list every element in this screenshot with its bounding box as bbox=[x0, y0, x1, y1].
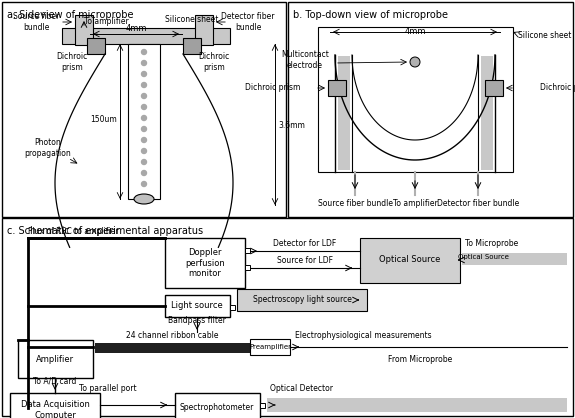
Text: Spectroscopy light source: Spectroscopy light source bbox=[252, 296, 351, 304]
Bar bbox=[2, 2, 286, 217]
Text: Source fiber bundle: Source fiber bundle bbox=[317, 199, 393, 209]
Text: Flux of RBC to amplifier: Flux of RBC to amplifier bbox=[28, 227, 118, 236]
Text: Silicone sheet: Silicone sheet bbox=[518, 31, 572, 39]
Bar bbox=[267, 398, 567, 412]
Bar bbox=[260, 403, 265, 408]
Text: To Microprobe: To Microprobe bbox=[465, 239, 518, 248]
Text: To parallel port: To parallel port bbox=[79, 384, 137, 393]
Text: 4mm: 4mm bbox=[125, 24, 147, 33]
Bar bbox=[75, 15, 93, 45]
Text: Optical Detector: Optical Detector bbox=[270, 384, 333, 393]
Text: 3.6mm: 3.6mm bbox=[278, 120, 305, 130]
Text: c. Schematic of experimental apparatus: c. Schematic of experimental apparatus bbox=[7, 226, 203, 236]
Text: Optical Source: Optical Source bbox=[458, 254, 509, 260]
Text: Optical Source: Optical Source bbox=[380, 255, 440, 265]
Text: Dichroic prism: Dichroic prism bbox=[540, 84, 575, 92]
Ellipse shape bbox=[134, 194, 154, 204]
Text: Source fiber
bundle: Source fiber bundle bbox=[13, 12, 59, 32]
Text: Amplifier: Amplifier bbox=[36, 354, 74, 364]
Circle shape bbox=[141, 148, 147, 153]
Circle shape bbox=[141, 94, 147, 99]
Bar bbox=[245, 248, 250, 253]
Text: From Microprobe: From Microprobe bbox=[388, 355, 452, 364]
Text: Multicontact
electrode: Multicontact electrode bbox=[281, 50, 329, 70]
Circle shape bbox=[141, 49, 147, 54]
Bar bbox=[165, 238, 245, 288]
Circle shape bbox=[141, 61, 147, 66]
Text: Dichroic prism: Dichroic prism bbox=[244, 84, 300, 92]
Text: Photon
propagation: Photon propagation bbox=[25, 138, 71, 158]
Bar bbox=[230, 305, 235, 310]
Circle shape bbox=[141, 82, 147, 87]
Text: Bandpass filter: Bandpass filter bbox=[168, 316, 226, 325]
Bar bbox=[237, 289, 367, 311]
Text: Spectrophotometer: Spectrophotometer bbox=[180, 403, 254, 411]
Text: To A/D card: To A/D card bbox=[33, 377, 76, 385]
Circle shape bbox=[141, 127, 147, 132]
Bar bbox=[288, 2, 573, 217]
Text: b. Top-down view of microprobe: b. Top-down view of microprobe bbox=[293, 10, 448, 20]
Text: a. Sideview of microprobe: a. Sideview of microprobe bbox=[7, 10, 133, 20]
Circle shape bbox=[141, 115, 147, 120]
Bar bbox=[128, 44, 160, 199]
Bar bbox=[360, 238, 460, 283]
Bar bbox=[462, 253, 567, 265]
Bar bbox=[10, 393, 100, 418]
Text: 4mm: 4mm bbox=[404, 28, 426, 36]
Bar bbox=[250, 339, 290, 355]
Text: Preamplifier: Preamplifier bbox=[249, 344, 291, 350]
Circle shape bbox=[141, 181, 147, 186]
Text: Detector for LDF: Detector for LDF bbox=[273, 239, 336, 248]
Text: 150um: 150um bbox=[90, 115, 117, 125]
Text: Source for LDF: Source for LDF bbox=[277, 256, 333, 265]
Bar bbox=[338, 56, 350, 170]
Bar bbox=[95, 343, 250, 353]
Circle shape bbox=[141, 104, 147, 110]
Circle shape bbox=[141, 71, 147, 76]
Text: Electrophysiological measurements: Electrophysiological measurements bbox=[295, 331, 432, 340]
Circle shape bbox=[141, 160, 147, 165]
Text: To amplifier: To amplifier bbox=[84, 17, 129, 26]
Bar bbox=[485, 80, 503, 96]
Bar bbox=[183, 38, 201, 54]
Text: Light source: Light source bbox=[171, 301, 223, 311]
Bar bbox=[481, 56, 493, 170]
Bar bbox=[165, 295, 230, 317]
Circle shape bbox=[410, 57, 420, 67]
Bar bbox=[2, 218, 573, 416]
Bar bbox=[87, 38, 105, 54]
Text: Dichroic
prism: Dichroic prism bbox=[198, 52, 229, 72]
Bar bbox=[62, 28, 230, 44]
Bar bbox=[328, 80, 346, 96]
Text: Silicone sheet: Silicone sheet bbox=[165, 15, 218, 24]
Text: Detector fiber bundle: Detector fiber bundle bbox=[437, 199, 519, 209]
Text: To amplifier: To amplifier bbox=[393, 199, 438, 209]
Circle shape bbox=[141, 138, 147, 143]
Text: Data Acquisition
Computer: Data Acquisition Computer bbox=[21, 400, 90, 418]
Bar bbox=[195, 15, 213, 45]
Text: Dichroic
prism: Dichroic prism bbox=[56, 52, 87, 72]
Bar bbox=[245, 265, 250, 270]
Bar bbox=[18, 340, 93, 378]
Text: Detector fiber
bundle: Detector fiber bundle bbox=[221, 12, 275, 32]
Text: 24 channel ribbon cable: 24 channel ribbon cable bbox=[126, 331, 218, 340]
Bar bbox=[318, 27, 513, 172]
Circle shape bbox=[141, 171, 147, 176]
Bar bbox=[175, 393, 260, 418]
Text: Doppler
perfusion
monitor: Doppler perfusion monitor bbox=[185, 248, 225, 278]
